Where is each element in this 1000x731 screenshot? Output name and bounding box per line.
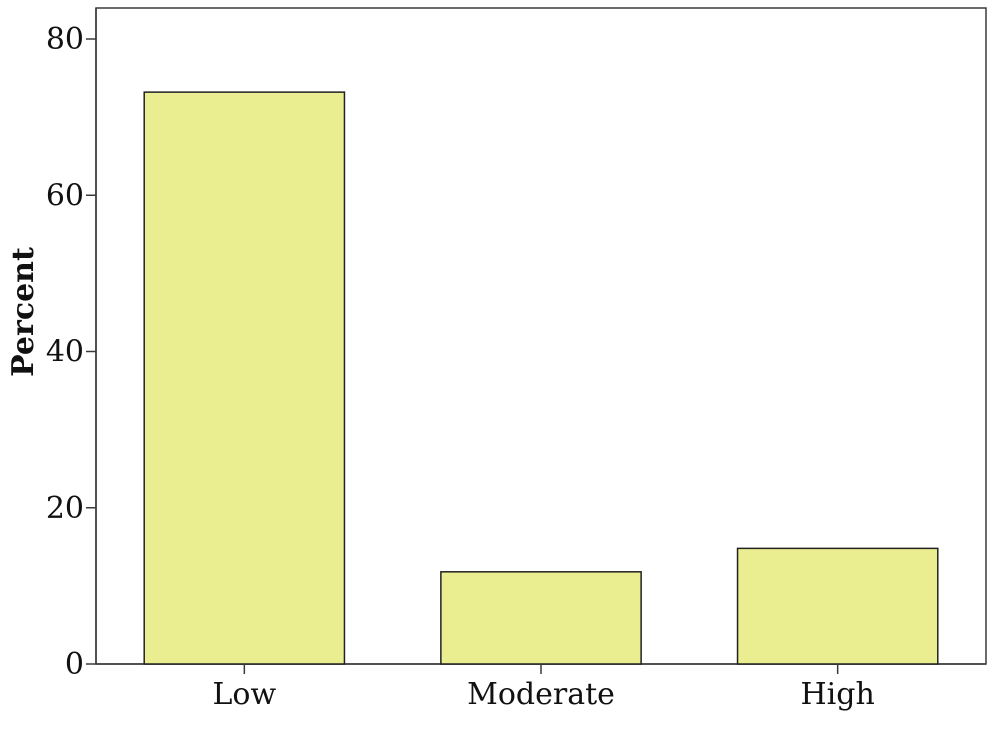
- bar-high: [736, 547, 939, 665]
- x-axis-ticks: Low Moderate High: [212, 664, 875, 712]
- y-axis-ticks: 0 20 40 60 80: [46, 22, 96, 682]
- y-tick-label: 20: [46, 491, 84, 526]
- y-tick-label: 40: [46, 335, 84, 370]
- y-tick-label: 0: [65, 647, 84, 682]
- bar-low: [143, 91, 346, 665]
- y-axis-title: Percent: [6, 247, 41, 377]
- bar-moderate: [440, 571, 642, 665]
- x-tick-label-low: Low: [212, 677, 276, 712]
- bars-group: [143, 91, 939, 665]
- x-tick-label-high: High: [801, 677, 875, 712]
- x-tick-label-moderate: Moderate: [467, 677, 615, 712]
- y-tick-label: 80: [46, 22, 84, 57]
- y-tick-label: 60: [46, 178, 84, 213]
